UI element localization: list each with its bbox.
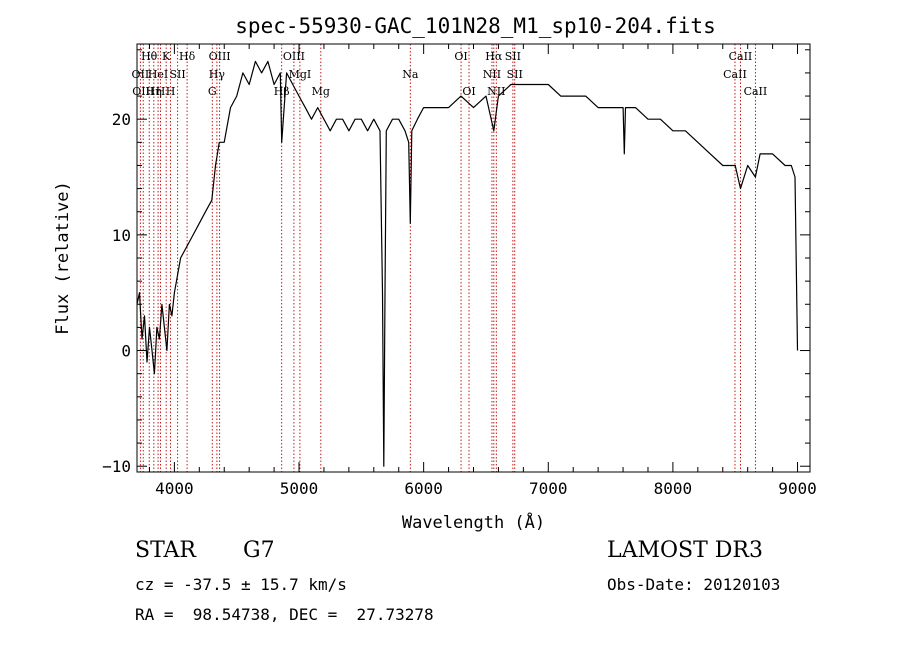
spectral-line-markers (139, 44, 756, 472)
line-label: OIII (209, 50, 231, 63)
line-label: OIII (283, 50, 305, 63)
line-label: Hγ (209, 68, 226, 81)
line-label: MgI (289, 68, 312, 81)
survey-name: LAMOST DR3 (607, 538, 763, 563)
line-label: CaII (723, 68, 747, 81)
line-label: Hβ (274, 85, 290, 98)
redshift-readout: cz = -37.5 ± 15.7 km/s (135, 575, 347, 594)
x-tick-label: 4000 (155, 479, 194, 498)
x-tick-label: 5000 (280, 479, 319, 498)
line-label: OII (132, 68, 150, 81)
y-tick-label: 10 (112, 226, 131, 245)
plot-frame (136, 43, 811, 473)
line-label: H (166, 85, 176, 98)
x-axis-label: Wavelength (Å) (402, 511, 545, 533)
y-tick-label: 20 (112, 110, 131, 129)
line-label: CaII (744, 85, 768, 98)
line-label: SII (507, 68, 523, 81)
line-label: SII (505, 50, 521, 63)
obs-date: Obs-Date: 20120103 (607, 575, 781, 594)
object-type: STAR (135, 538, 196, 563)
line-label: K (162, 50, 171, 63)
line-label: NII (487, 85, 505, 98)
line-label: NII (483, 68, 501, 81)
y-axis-label: Flux (relative) (53, 181, 73, 335)
line-label: SII (170, 68, 186, 81)
line-label: CaII (729, 50, 753, 63)
x-tick-label: 8000 (654, 479, 693, 498)
object-subclass: G7 (243, 538, 275, 563)
line-label: OIII (132, 85, 154, 98)
line-label: Hη (146, 85, 162, 98)
x-tick-label: 7000 (529, 479, 568, 498)
line-label: OI (462, 85, 475, 98)
line-label: HeI (148, 68, 168, 81)
line-label: Mg (312, 85, 330, 98)
line-label: Hδ (179, 50, 196, 63)
line-label: Na (402, 68, 419, 81)
y-tick-label: −10 (102, 457, 131, 476)
spectrum-line (136, 60, 799, 467)
chart-title: spec-55930-GAC_101N28_M1_sp10-204.fits (235, 14, 715, 38)
line-label: H (156, 85, 166, 98)
x-tick-label: 9000 (778, 479, 817, 498)
line-label: G (208, 85, 217, 98)
line-label: OI (454, 50, 467, 63)
spectrum-series (136, 60, 799, 467)
y-tick-label: 0 (121, 342, 131, 361)
chart-text: OII OIII Hθ Hη HeI H K H SII Hδ G Hγ OIII Hβ OIII MgIMg… (53, 14, 817, 533)
coordinates: RA = 98.54738, DEC = 27.73278 (135, 605, 434, 624)
x-tick-label: 6000 (404, 479, 443, 498)
line-label: Hα (485, 50, 503, 63)
line-label: Hθ (141, 50, 158, 63)
